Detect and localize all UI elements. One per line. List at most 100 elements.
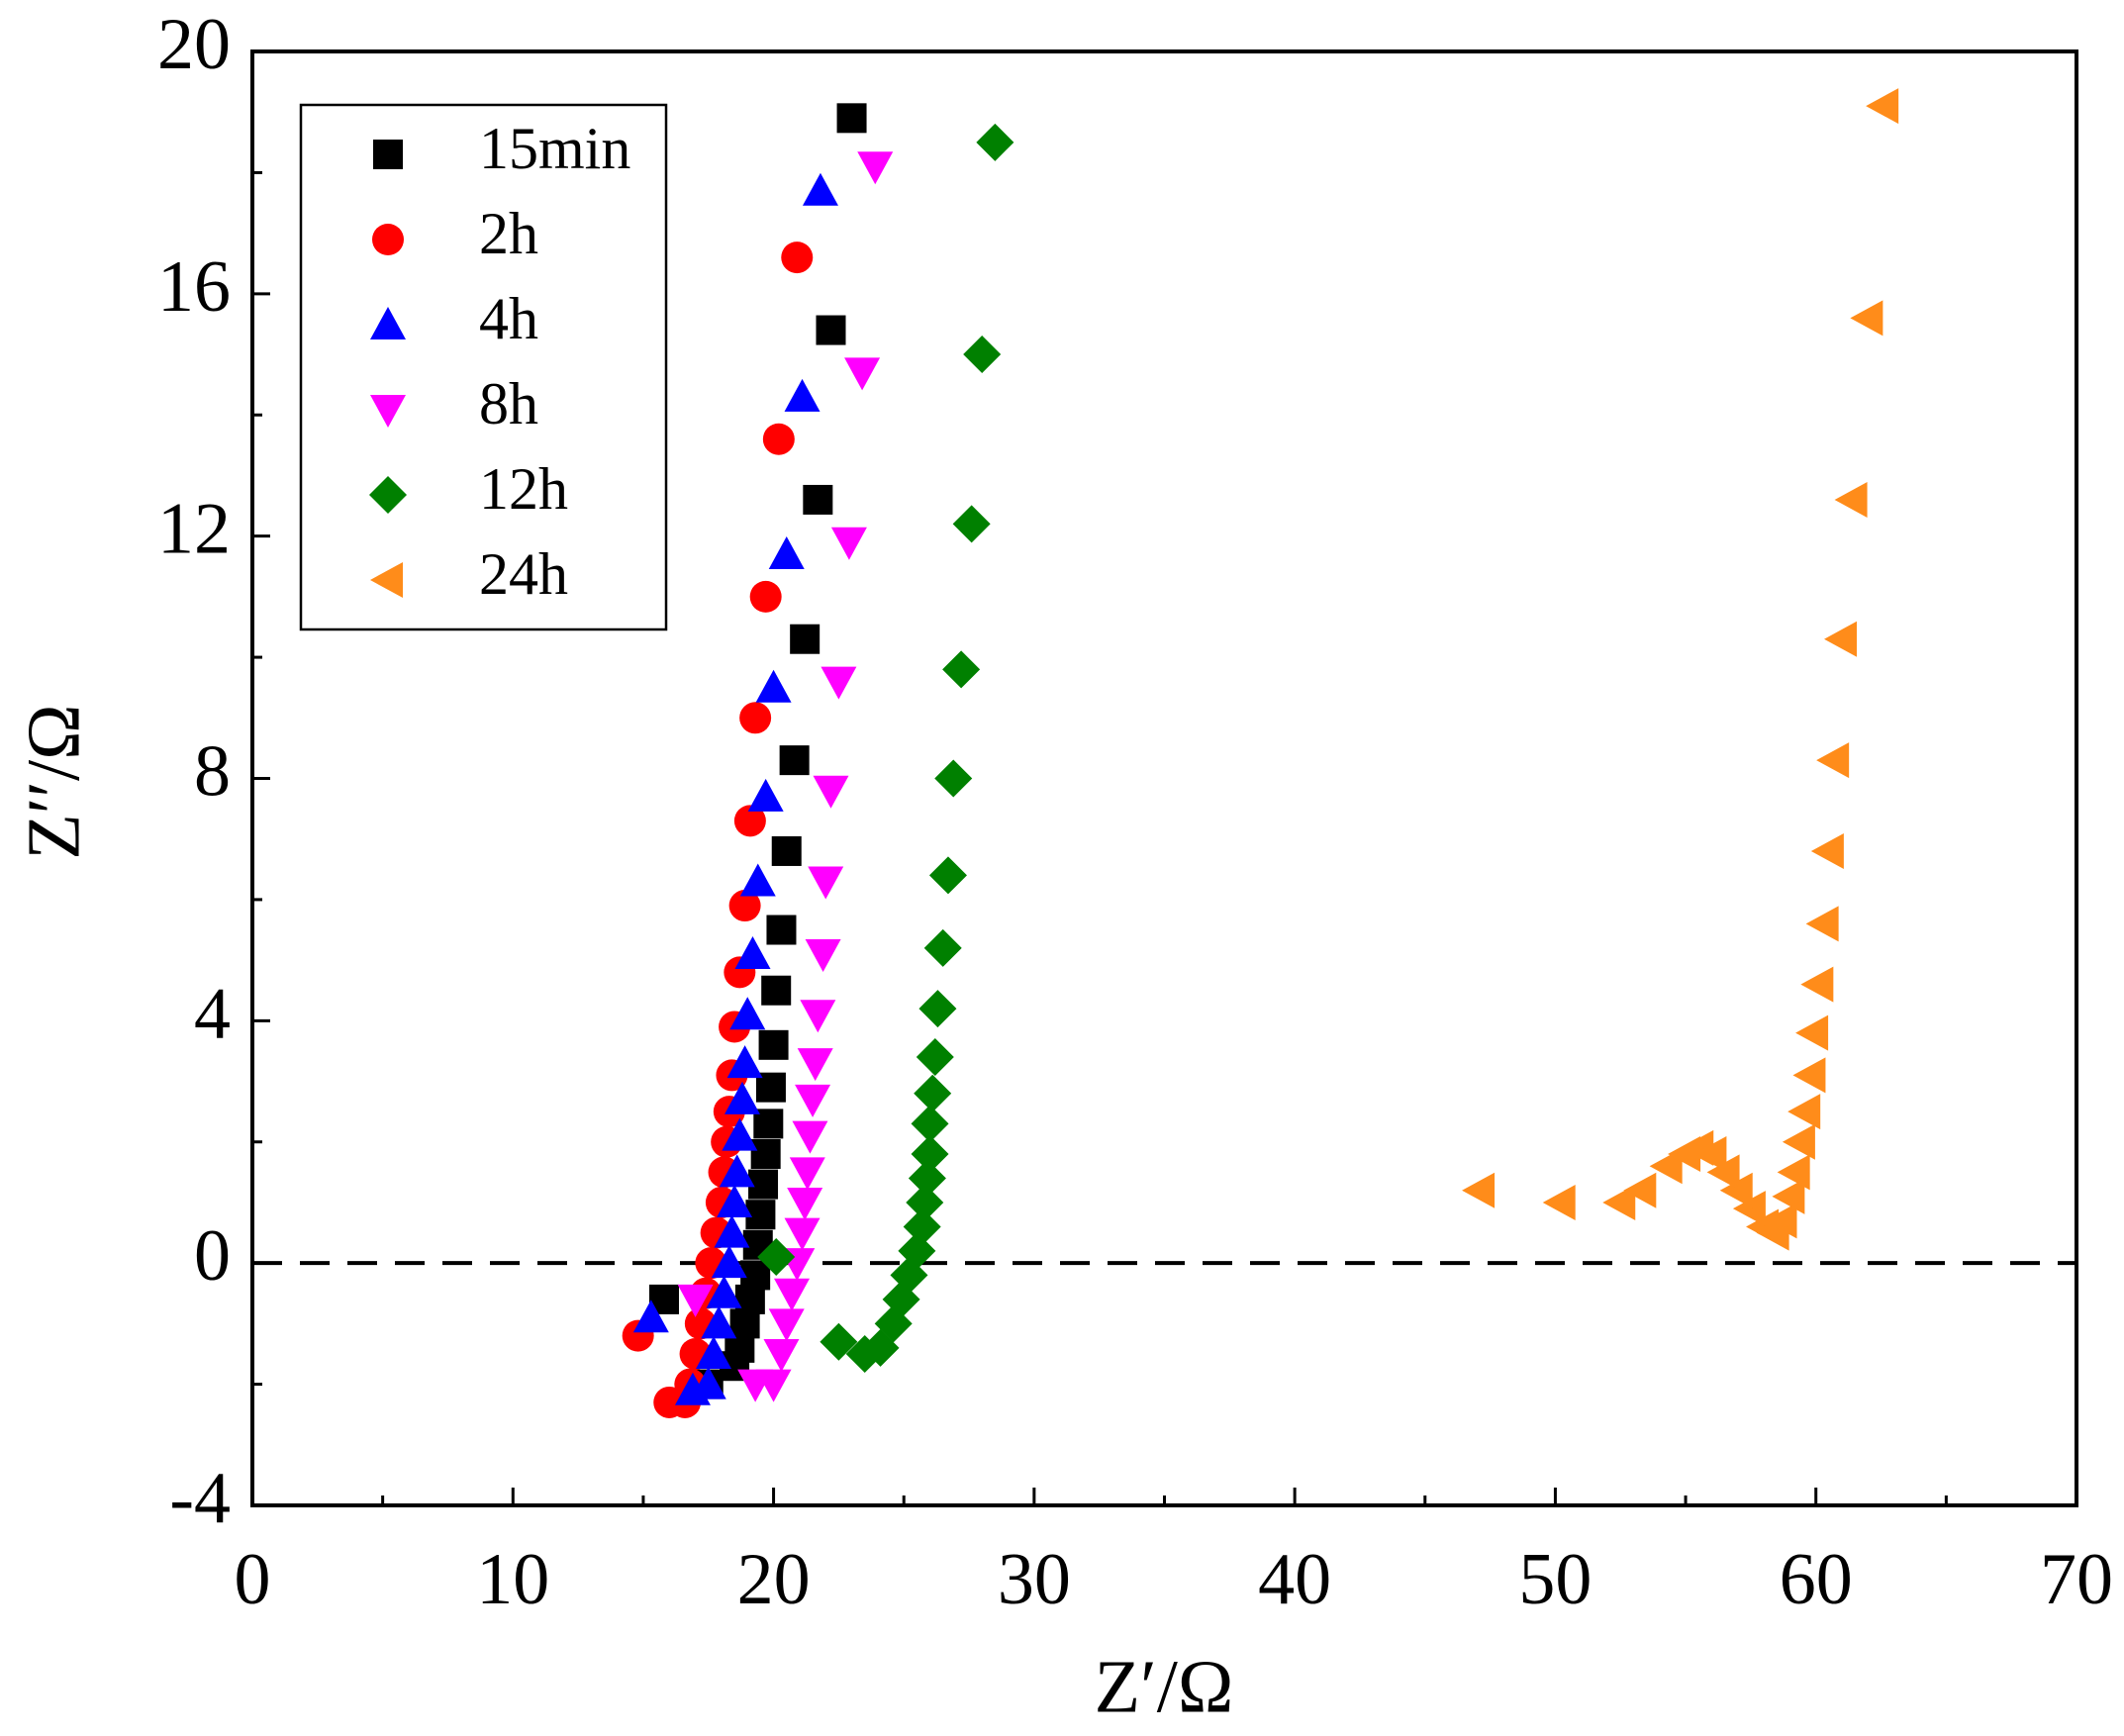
data-point <box>942 650 981 689</box>
x-tick-label: 0 <box>235 1539 271 1620</box>
y-axis-label: Z′′/Ω <box>12 704 95 859</box>
y-tick-label: 8 <box>194 730 231 812</box>
data-point <box>787 1187 823 1220</box>
legend-label: 24h <box>479 541 568 607</box>
data-point <box>1649 1148 1683 1185</box>
data-point <box>632 1300 669 1333</box>
data-point <box>805 939 841 973</box>
x-tick-label: 20 <box>737 1539 811 1620</box>
data-point <box>836 103 867 134</box>
data-point <box>821 666 857 700</box>
y-tick-label: -4 <box>169 1458 231 1539</box>
data-point <box>722 1117 758 1151</box>
data-point <box>1623 1172 1657 1208</box>
legend-marker <box>369 476 407 514</box>
data-point <box>677 1284 714 1317</box>
data-point <box>903 1207 941 1246</box>
data-point <box>830 527 867 560</box>
data-point <box>747 778 784 812</box>
data-point <box>802 172 838 206</box>
data-point <box>1462 1172 1496 1208</box>
data-point <box>1668 1135 1701 1172</box>
x-axis-label: Z′/Ω <box>1095 1645 1234 1728</box>
data-point <box>755 669 792 703</box>
data-point <box>774 1278 811 1311</box>
data-point <box>779 745 810 776</box>
data-point <box>916 1038 954 1077</box>
legend-label: 12h <box>479 456 568 522</box>
data-point <box>696 1335 732 1369</box>
y-tick-label: 20 <box>157 4 231 85</box>
data-point <box>1782 1123 1815 1160</box>
data-point <box>795 1084 831 1117</box>
y-tick-label: 0 <box>194 1215 231 1297</box>
data-point <box>1816 742 1850 779</box>
data-point <box>1777 1154 1810 1191</box>
data-point <box>714 1214 750 1248</box>
data-point <box>1810 832 1844 869</box>
data-point <box>762 423 795 455</box>
x-tick-label: 30 <box>998 1539 1071 1620</box>
data-point <box>914 1074 952 1112</box>
data-point <box>1805 906 1839 942</box>
legend-marker <box>370 307 406 339</box>
legend-label: 2h <box>479 201 538 266</box>
y-tick-label: 12 <box>157 489 231 570</box>
data-point <box>729 997 766 1030</box>
data-point <box>781 241 814 274</box>
data-point <box>816 315 846 345</box>
data-point <box>845 1334 884 1373</box>
data-point <box>1824 621 1858 657</box>
data-point <box>803 484 833 515</box>
data-point <box>963 336 1002 374</box>
data-point <box>857 151 894 185</box>
data-point <box>789 1157 825 1191</box>
data-point <box>1706 1154 1740 1191</box>
legend-marker <box>370 562 403 598</box>
data-point <box>771 835 802 866</box>
legend-marker <box>373 140 403 169</box>
x-tick-label: 40 <box>1258 1539 1331 1620</box>
data-point <box>734 936 771 970</box>
data-point <box>761 975 792 1006</box>
data-point <box>908 1159 946 1198</box>
data-point <box>739 702 772 734</box>
y-tick-label: 16 <box>157 246 231 328</box>
data-point <box>797 1048 833 1082</box>
data-point <box>813 775 849 809</box>
data-point <box>758 1029 789 1060</box>
data-point <box>1850 300 1883 337</box>
data-point <box>911 1134 949 1173</box>
data-point <box>952 505 991 543</box>
data-point <box>701 1305 737 1339</box>
data-point <box>844 357 881 391</box>
x-tick-label: 60 <box>1780 1539 1853 1620</box>
data-point <box>1542 1184 1576 1220</box>
data-point <box>1795 1014 1829 1051</box>
data-point <box>1800 966 1834 1003</box>
data-point <box>766 915 797 945</box>
data-point <box>1787 1094 1821 1130</box>
data-point <box>717 1184 753 1217</box>
plot-frame <box>250 49 2078 1507</box>
data-point <box>719 1154 755 1188</box>
legend-marker <box>370 395 406 428</box>
legend-label: 4h <box>479 286 538 351</box>
data-point <box>808 866 844 900</box>
data-point <box>706 1275 742 1308</box>
data-point <box>1746 1208 1780 1245</box>
data-point <box>1719 1172 1753 1208</box>
data-point <box>784 378 821 412</box>
data-point <box>923 928 962 967</box>
data-point <box>737 1369 774 1402</box>
data-point <box>790 624 821 654</box>
data-point <box>911 1105 949 1143</box>
data-point <box>1732 1191 1766 1227</box>
data-point <box>750 1138 781 1169</box>
x-tick-label: 10 <box>476 1539 549 1620</box>
data-point <box>934 759 973 798</box>
data-point <box>726 1045 763 1079</box>
data-point <box>674 1372 711 1405</box>
data-point <box>1834 481 1868 518</box>
